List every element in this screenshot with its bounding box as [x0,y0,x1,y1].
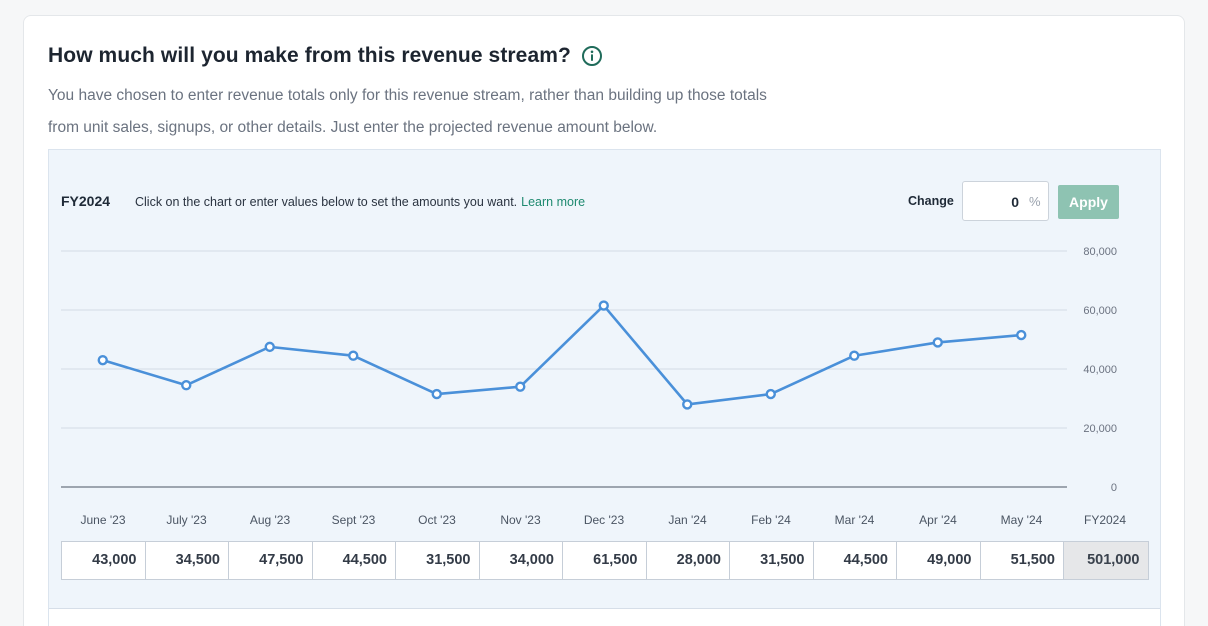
fiscal-year-label: FY2024 [61,193,111,209]
data-point[interactable] [765,388,776,400]
apply-button[interactable]: Apply [1058,185,1119,219]
x-tick-label: Dec '23 [583,513,625,527]
month-value-cell[interactable]: 28,000 [647,542,730,579]
total-column-label: FY2024 [1083,513,1127,527]
description-line-1: You have chosen to enter revenue totals … [48,87,767,104]
month-value-cell[interactable]: 31,500 [396,542,480,579]
y-tick-label: 20,000 [1083,423,1117,435]
page-title: How much will you make from this revenue… [48,44,571,67]
x-tick-label: Jan '24 [668,513,707,527]
percent-unit: % [1029,194,1041,209]
data-point[interactable] [348,350,359,361]
x-tick-label: June '23 [80,513,126,527]
revenue-chart-panel: FY2024 Click on the chart or enter value… [48,149,1161,626]
change-label: Change [908,194,954,208]
data-point[interactable] [849,350,860,361]
title-row: How much will you make from this revenue… [48,44,603,68]
month-value-cell[interactable]: 44,500 [313,542,396,579]
data-point[interactable] [932,337,943,348]
info-icon[interactable] [581,45,603,67]
description-line-2: from unit sales, signups, or other detai… [48,119,658,136]
data-point[interactable] [431,388,442,400]
x-tick-label: Feb '24 [751,513,791,527]
month-value-cell[interactable]: 34,000 [480,542,563,579]
x-tick-label: Sept '23 [331,513,376,527]
panel-divider [49,608,1160,609]
data-point[interactable] [682,399,693,410]
revenue-card: How much will you make from this revenue… [23,15,1185,626]
data-point[interactable] [1016,329,1027,341]
month-value-cell[interactable]: 31,500 [730,542,814,579]
x-tick-label: Mar '24 [834,513,875,527]
month-value-cell[interactable]: 49,000 [897,542,981,579]
month-value-cell[interactable]: 43,000 [62,542,146,579]
data-point[interactable] [515,381,526,392]
monthly-values-row: 43,000 34,500 47,500 44,500 31,500 34,000 61,5… [61,541,1149,580]
y-tick-label: 40,000 [1083,364,1117,376]
change-percent-field: % [962,181,1049,221]
data-point[interactable] [598,300,609,311]
y-tick-label: 60,000 [1083,305,1117,317]
y-tick-label: 0 [1111,482,1117,494]
x-tick-label: July '23 [166,513,207,527]
x-tick-label: Aug '23 [249,513,291,527]
revenue-line-chart[interactable]: 0 20,000 40,000 60,000 80,000 [49,150,1162,610]
total-value-cell: 501,000 [1064,542,1148,579]
y-tick-label: 80,000 [1083,246,1117,258]
month-value-cell[interactable]: 61,500 [563,542,647,579]
data-point[interactable] [97,354,108,366]
month-value-cell[interactable]: 51,500 [981,542,1064,579]
data-point[interactable] [181,380,192,391]
revenue-series-line [102,304,1022,406]
x-tick-label: Oct '23 [418,513,456,527]
description: You have chosen to enter revenue totals … [48,80,848,144]
x-tick-label: May '24 [1000,513,1043,527]
x-tick-label: Nov '23 [500,513,541,527]
month-labels: June '23 July '23 Aug '23 Sept '23 Oct '23 No… [61,513,1149,529]
learn-more-link[interactable]: Learn more [521,195,586,209]
month-value-cell[interactable]: 47,500 [229,542,313,579]
panel-footer-area [49,609,1160,626]
x-tick-label: Apr '24 [919,513,957,527]
change-percent-input[interactable] [969,191,1019,213]
instructions-text: Click on the chart or enter values below… [135,195,518,209]
chart-instructions: Click on the chart or enter values below… [135,195,585,209]
month-value-cell[interactable]: 44,500 [814,542,897,579]
data-point[interactable] [264,341,275,353]
month-value-cell[interactable]: 34,500 [146,542,229,579]
